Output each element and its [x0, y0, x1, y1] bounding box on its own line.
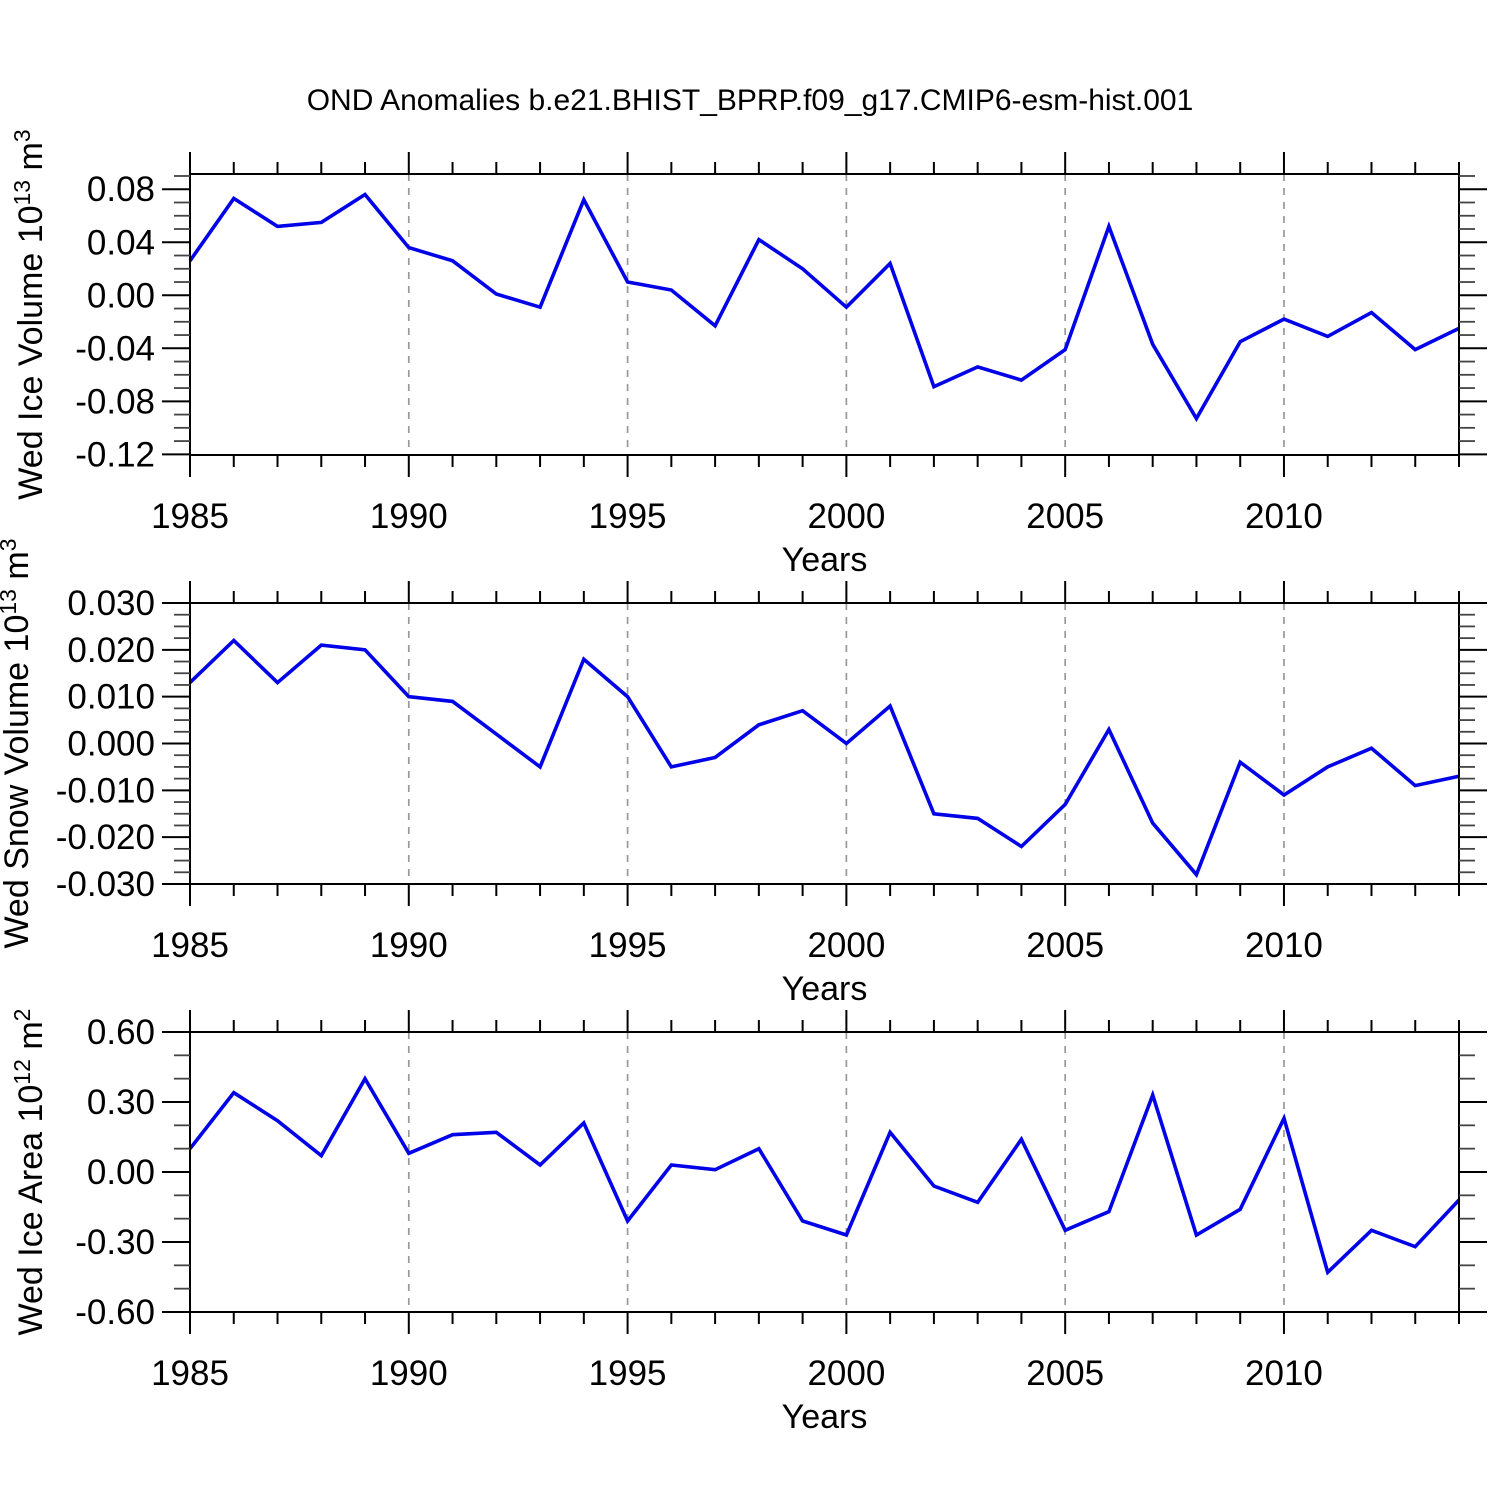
- y-tick-label: 0.04: [87, 223, 155, 262]
- y-tick-label: -0.04: [75, 329, 155, 368]
- x-tick-label: 1995: [589, 1354, 667, 1393]
- y-tick-label: -0.020: [56, 818, 155, 857]
- y-axis-title: Wed Ice Area 1012 m2: [9, 1009, 50, 1336]
- x-tick-label: 2005: [1026, 1354, 1104, 1393]
- x-tick-label: 2010: [1245, 497, 1323, 536]
- y-axis-title: Wed Ice Volume 1013 m3: [9, 129, 50, 499]
- axes-frame: [189, 1031, 1460, 1313]
- x-axis-title: Years: [782, 1398, 868, 1436]
- x-tick-label: 1995: [589, 497, 667, 536]
- axes-frame: [189, 173, 1460, 456]
- y-axis-title: Wed Snow Volume 1013 m3: [0, 538, 36, 948]
- x-tick-label: 2000: [807, 1354, 885, 1393]
- x-tick-label: 2000: [807, 926, 885, 965]
- x-tick-label: 2000: [807, 497, 885, 536]
- series-line-ice-volume: [188, 192, 1460, 423]
- x-tick-label: 2005: [1026, 926, 1104, 965]
- y-tick-label: 0.30: [87, 1083, 155, 1122]
- y-tick-label: 0.60: [87, 1013, 155, 1052]
- chart-title: OND Anomalies b.e21.BHIST_BPRP.f09_g17.C…: [306, 84, 1194, 117]
- panel-ice-area: 1985 1990 1995 2000 2005 2010 0.60 0.30 0.00 -0.3…: [9, 1009, 1487, 1436]
- x-tick-label: 1985: [151, 1354, 229, 1393]
- x-tick-label: 1985: [151, 497, 229, 536]
- x-tick-label: 1990: [370, 497, 448, 536]
- y-tick-label: 0.08: [87, 170, 155, 209]
- panel-ice-volume: 1985 1990 1995 2000 2005 2010 0.08 0.04 0.00 -0.0…: [9, 129, 1487, 579]
- y-tick-label: -0.010: [56, 771, 155, 810]
- y-tick-label: 0.020: [67, 631, 155, 670]
- y-tick-label: 0.00: [87, 276, 155, 315]
- x-axis-title: Years: [782, 541, 868, 579]
- y-tick-label: 0.000: [67, 725, 155, 764]
- x-tick-label: 1985: [151, 926, 229, 965]
- y-tick-label: 0.030: [67, 584, 155, 623]
- y-tick-label: -0.30: [75, 1223, 155, 1262]
- x-tick-label: 1990: [370, 926, 448, 965]
- y-tick-label: -0.08: [75, 382, 155, 421]
- x-tick-label: 2010: [1245, 1354, 1323, 1393]
- y-tick-label: 0.00: [87, 1153, 155, 1192]
- x-tick-label: 2010: [1245, 926, 1323, 965]
- x-tick-label: 2005: [1026, 497, 1104, 536]
- series-line-snow-volume: [188, 638, 1460, 879]
- x-tick-label: 1990: [370, 1354, 448, 1393]
- axes-frame: [189, 602, 1460, 885]
- x-axis-title: Years: [782, 970, 868, 1008]
- y-tick-label: -0.60: [75, 1293, 155, 1332]
- y-tick-label: -0.12: [75, 435, 155, 474]
- panel-snow-volume: 1985 1990 1995 2000 2005 2010 0.030 0.020 0.010 0…: [0, 538, 1487, 1008]
- y-tick-label: 0.010: [67, 678, 155, 717]
- y-tick-label: -0.030: [56, 865, 155, 904]
- x-tick-label: 1995: [589, 926, 667, 965]
- series-line-ice-area: [188, 1075, 1461, 1276]
